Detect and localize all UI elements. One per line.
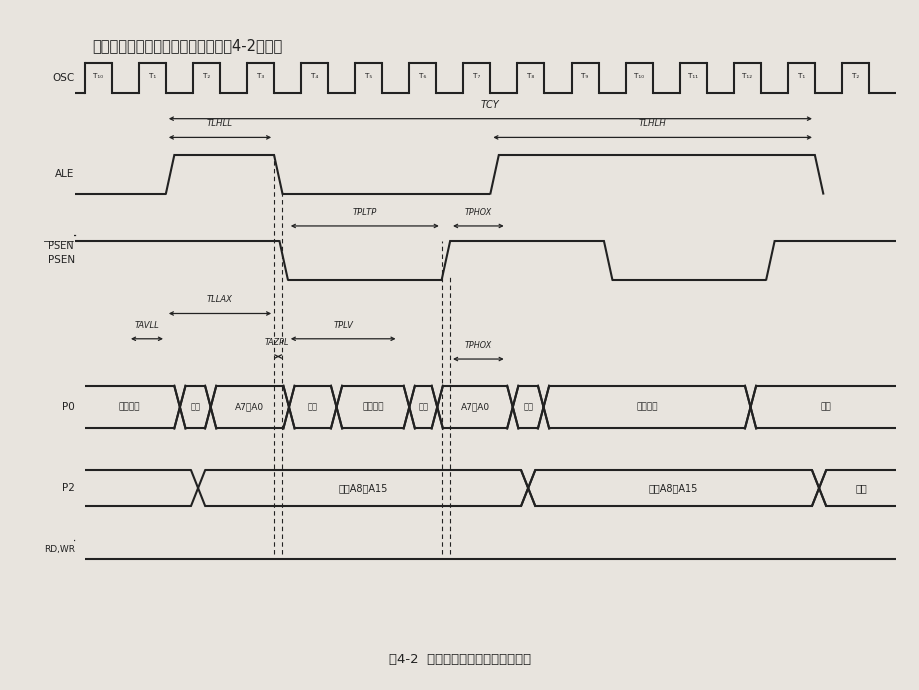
- Text: 浮空: 浮空: [308, 402, 317, 412]
- Text: OSC: OSC: [52, 73, 74, 83]
- Text: P2: P2: [62, 483, 74, 493]
- Text: 浮空: 浮空: [820, 402, 831, 412]
- Text: ̅P̅S̅E̅N̅: ̅P̅S̅E̅N̅: [49, 241, 74, 251]
- Text: T₁₀: T₁₀: [633, 73, 643, 79]
- Text: TLHLL: TLHLL: [207, 119, 233, 128]
- Text: T₉: T₉: [581, 73, 588, 79]
- Text: T₂: T₂: [202, 73, 210, 79]
- Text: TPLTP: TPLTP: [352, 208, 377, 217]
- Text: T₅: T₅: [365, 73, 372, 79]
- Text: 指令输入: 指令输入: [119, 402, 140, 412]
- Text: T₁: T₁: [797, 73, 804, 79]
- Text: T₃: T₃: [256, 73, 264, 79]
- Text: 浮空: 浮空: [190, 402, 200, 412]
- Text: 地址: 地址: [855, 483, 866, 493]
- Text: 地址A8－A15: 地址A8－A15: [648, 483, 698, 493]
- Text: 指令输入: 指令输入: [362, 402, 383, 412]
- Text: 指令输入: 指令输入: [636, 402, 657, 412]
- Text: TAVLL: TAVLL: [134, 321, 159, 330]
- Text: 浮空: 浮空: [418, 402, 428, 412]
- Text: PSEN: PSEN: [48, 255, 74, 266]
- Text: T₈: T₈: [527, 73, 534, 79]
- Text: A7－A0: A7－A0: [460, 402, 489, 412]
- Text: T₁₀: T₁₀: [93, 73, 103, 79]
- Text: T₁: T₁: [149, 73, 156, 79]
- Text: T₂: T₂: [851, 73, 858, 79]
- Text: ALE: ALE: [55, 169, 74, 179]
- Text: T₇: T₇: [472, 73, 480, 79]
- Text: TAZPL: TAZPL: [265, 338, 289, 347]
- Text: 浮空: 浮空: [523, 402, 533, 412]
- Text: TPHOX: TPHOX: [464, 341, 492, 350]
- Text: T₁₂: T₁₂: [742, 73, 752, 79]
- Text: P0: P0: [62, 402, 74, 412]
- Text: RD,WR: RD,WR: [44, 545, 74, 554]
- Text: TLHLH: TLHLH: [638, 119, 665, 128]
- Text: TPHOX: TPHOX: [464, 208, 492, 217]
- Text: TPLV: TPLV: [333, 321, 353, 330]
- Text: TCY: TCY: [481, 99, 499, 110]
- Text: T₁₁: T₁₁: [687, 73, 698, 79]
- Text: TLLAX: TLLAX: [207, 295, 233, 304]
- Text: 外部程序存储器的读周期时序，如图4-2所示。: 外部程序存储器的读周期时序，如图4-2所示。: [92, 38, 282, 53]
- Text: A7－A0: A7－A0: [235, 402, 264, 412]
- Text: 图4-2  外部程序存储器读周期时序图: 图4-2 外部程序存储器读周期时序图: [389, 653, 530, 666]
- Text: T₄: T₄: [311, 73, 318, 79]
- Text: 地址A8－A15: 地址A8－A15: [338, 483, 388, 493]
- Text: T₆: T₆: [419, 73, 426, 79]
